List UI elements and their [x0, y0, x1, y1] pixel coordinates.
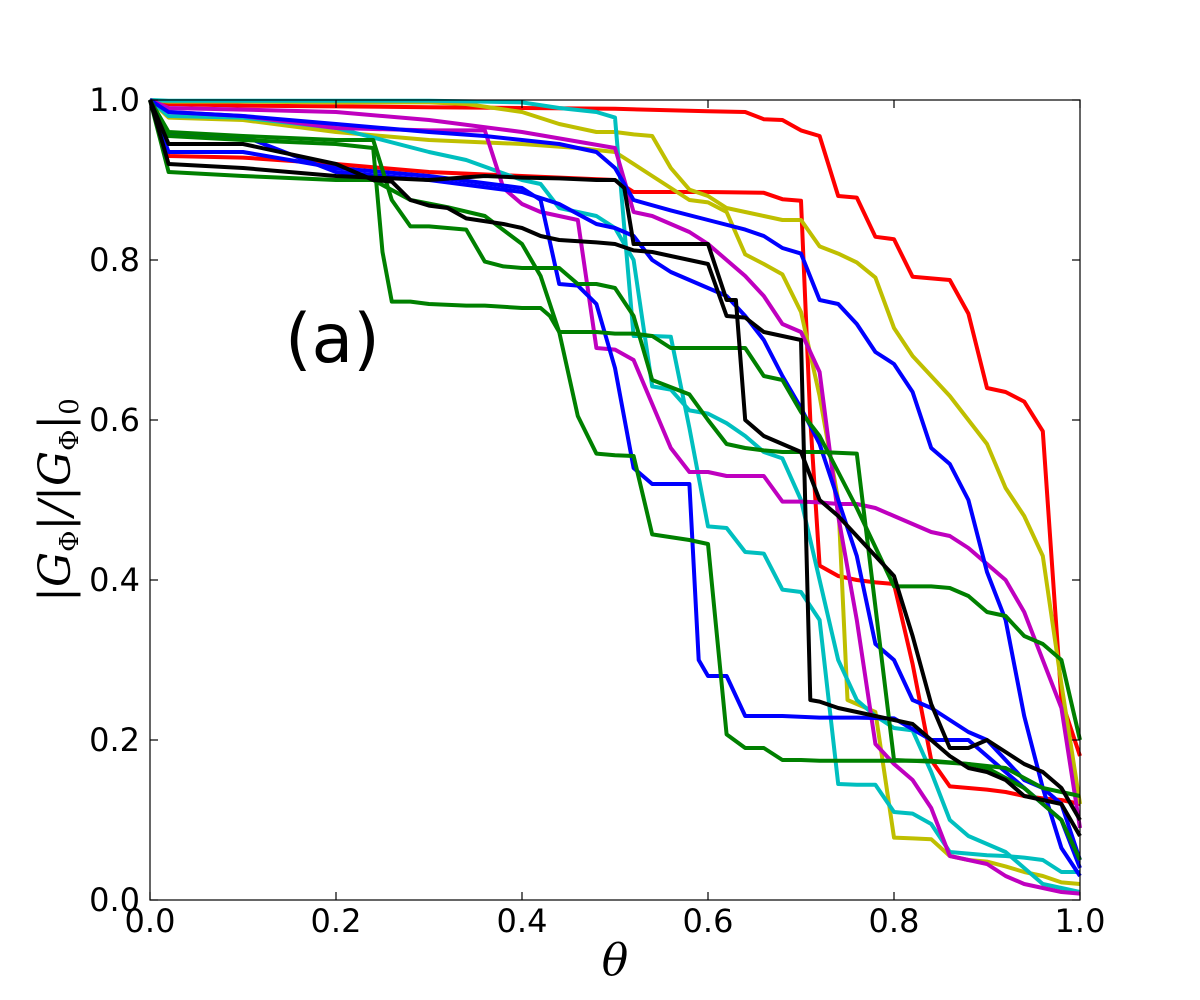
x-axis-label: θ	[602, 935, 629, 986]
x-tick-label-1: 0.2	[311, 902, 362, 940]
series-line-yellow-1	[149, 98, 1082, 805]
series-line-green-2	[148, 98, 1081, 798]
y-tick-label-0: 0.0	[89, 881, 140, 919]
x-tick-label-4: 0.8	[869, 902, 920, 940]
x-tick-label-5: 1.0	[1055, 902, 1106, 940]
series-line-cyan-1	[148, 98, 1081, 894]
plot-frame	[149, 99, 1081, 901]
series-line-red-1	[149, 98, 1082, 757]
series-line-blue-1	[148, 98, 1082, 878]
y-label-part-3: |	[30, 415, 81, 430]
x-tick-label-2: 0.4	[497, 902, 548, 940]
series-line-green-1	[148, 99, 1082, 741]
y-tick-label-3: 0.6	[89, 401, 140, 439]
y-label-sub-3: 0	[55, 398, 85, 415]
y-label-part-2: |/|G	[30, 451, 81, 531]
series-line-blue-3	[148, 99, 1082, 869]
panel-label: (a)	[285, 300, 380, 379]
y-tick-label-4: 0.8	[89, 241, 140, 279]
ticks-group	[149, 99, 1081, 901]
series-group	[148, 98, 1082, 896]
y-tick-label-1: 0.2	[89, 721, 140, 759]
y-tick-label-5: 1.0	[89, 81, 140, 119]
x-tick-labels: 0.0 0.2 0.4 0.6 0.8 1.0	[125, 902, 1106, 940]
series-line-magenta-1	[149, 98, 1081, 896]
y-tick-label-2: 0.4	[89, 561, 140, 599]
y-tick-labels: 0.0 0.2 0.4 0.6 0.8 1.0	[89, 81, 140, 919]
y-axis-label: |GΦ|/|GΦ|0	[30, 398, 85, 602]
series-line-black-1	[148, 99, 1082, 838]
series-line-black-2	[148, 99, 1082, 822]
y-label-sub-1: Φ	[55, 531, 85, 552]
x-tick-label-3: 0.6	[683, 902, 734, 940]
series-line-red-2	[148, 99, 1081, 806]
y-label-sub-2: Φ	[55, 430, 85, 451]
x-tick-label-0: 0.0	[125, 902, 176, 940]
y-label-part-1: |G	[30, 552, 81, 602]
